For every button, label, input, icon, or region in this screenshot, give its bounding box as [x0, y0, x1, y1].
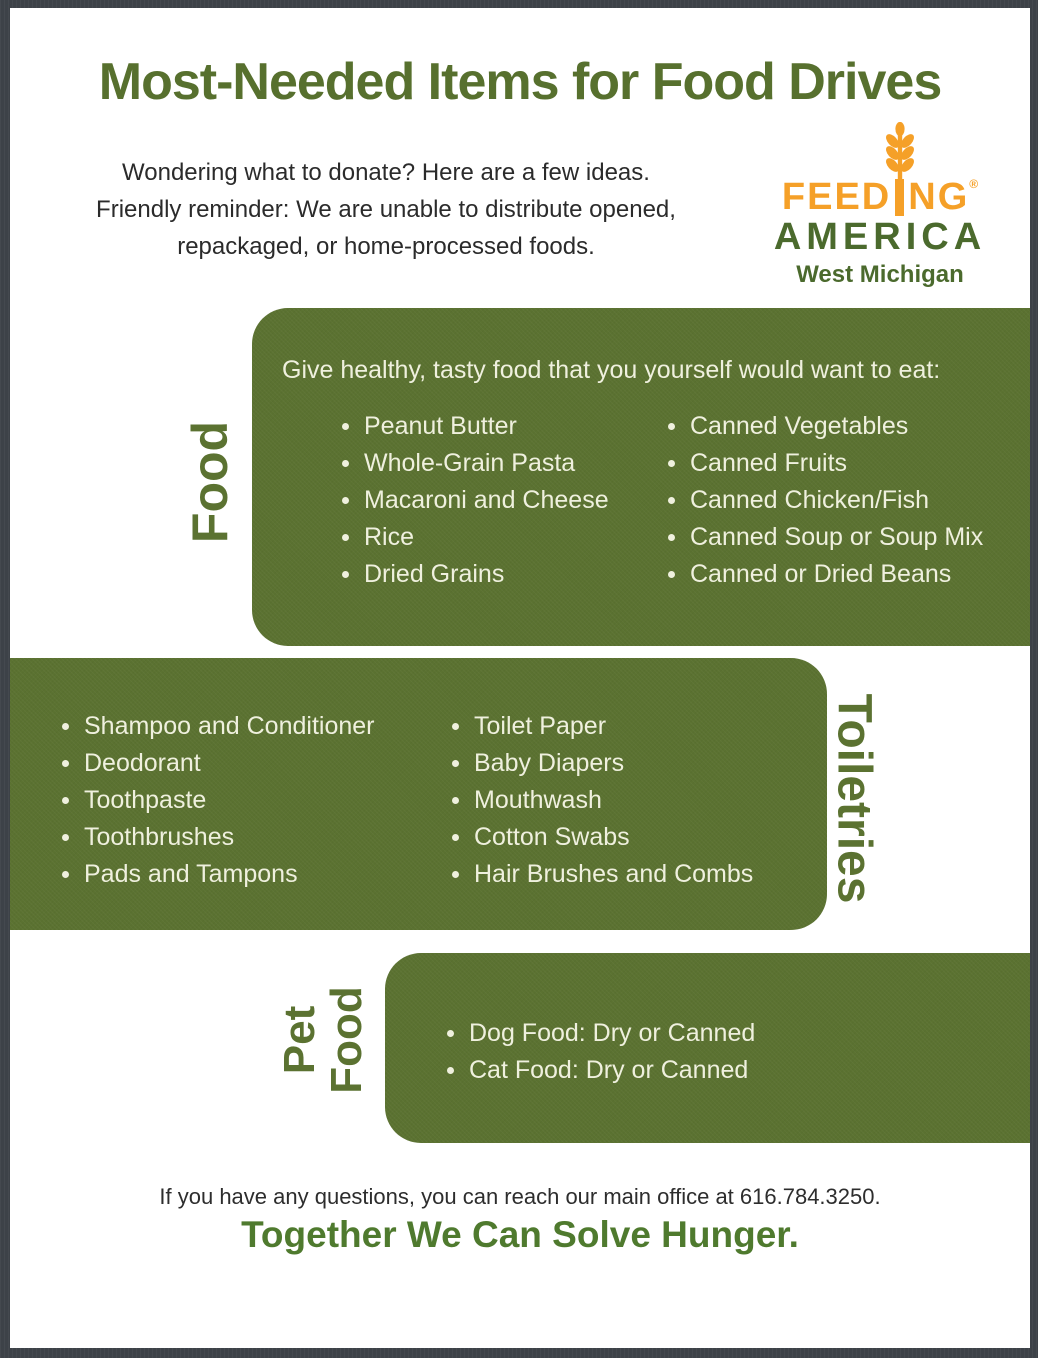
list-item: Shampoo and Conditioner [60, 708, 374, 745]
list-item: Cotton Swabs [450, 819, 753, 856]
logo-region: West Michigan [796, 261, 964, 288]
list-item: Dried Grains [340, 556, 609, 593]
list-item: Canned or Dried Beans [666, 556, 983, 593]
list-item: Canned Soup or Soup Mix [666, 519, 983, 556]
tagline: Together We Can Solve Hunger. [241, 1214, 799, 1255]
list-item: Toothpaste [60, 782, 374, 819]
pet-label-line: Food [321, 986, 371, 1094]
food-list-col2: Canned Vegetables Canned Fruits Canned C… [666, 408, 983, 593]
intro-line: Friendly reminder: We are unable to dist… [96, 196, 676, 223]
pet-food-list: Dog Food: Dry or Canned Cat Food: Dry or… [445, 1015, 755, 1089]
contact-line: If you have any questions, you can reach… [159, 1184, 881, 1209]
feeding-america-logo: FEED NG ® AM [732, 120, 1028, 290]
list-item: Cat Food: Dry or Canned [445, 1052, 755, 1089]
list-item: Hair Brushes and Combs [450, 856, 753, 893]
wheat-stem [885, 122, 914, 216]
list-item: Mouthwash [450, 782, 753, 819]
food-panel: Give healthy, tasty food that you yourse… [252, 308, 1030, 646]
pet-food-panel: Dog Food: Dry or Canned Cat Food: Dry or… [385, 953, 1030, 1143]
list-item: Dog Food: Dry or Canned [445, 1015, 755, 1052]
registered-mark: ® [969, 177, 979, 191]
list-item: Canned Vegetables [666, 408, 983, 445]
list-item: Pads and Tampons [60, 856, 374, 893]
food-list-col1: Peanut Butter Whole-Grain Pasta Macaroni… [340, 408, 609, 593]
list-item: Rice [340, 519, 609, 556]
logo-feeding-line: FEED NG ® [732, 120, 1028, 216]
intro-line: Wondering what to donate? Here are a few… [122, 159, 650, 186]
flyer-page: Most-Needed Items for Food Drives Wonder… [10, 8, 1030, 1348]
toiletries-section-label: Toiletries [827, 693, 881, 903]
logo-feeding-suffix: NG [908, 176, 970, 218]
logo-america-line: AMERICA [773, 216, 987, 258]
list-item: Toothbrushes [60, 819, 374, 856]
list-item: Macaroni and Cheese [340, 482, 609, 519]
intro-line: repackaged, or home-processed foods. [177, 233, 595, 260]
toiletries-list-col2: Toilet Paper Baby Diapers Mouthwash Cott… [450, 708, 753, 893]
list-item: Toilet Paper [450, 708, 753, 745]
list-item: Deodorant [60, 745, 374, 782]
intro-text: Wondering what to donate? Here are a few… [30, 154, 742, 265]
food-panel-intro: Give healthy, tasty food that you yourse… [282, 356, 941, 384]
list-item: Canned Fruits [666, 445, 983, 482]
pet-label-line: Pet [274, 1005, 324, 1075]
wheat-icon [885, 122, 914, 181]
list-item: Baby Diapers [450, 745, 753, 782]
logo-feeding-prefix: FEED [781, 176, 892, 218]
toiletries-panel: Shampoo and Conditioner Deodorant Toothp… [10, 658, 827, 930]
list-item: Peanut Butter [340, 408, 609, 445]
list-item: Canned Chicken/Fish [666, 482, 983, 519]
toiletries-list-col1: Shampoo and Conditioner Deodorant Toothp… [60, 708, 374, 893]
page-title: Most-Needed Items for Food Drives [98, 53, 942, 111]
list-item: Whole-Grain Pasta [340, 445, 609, 482]
pet-food-section-label: Pet Food [253, 958, 393, 1122]
